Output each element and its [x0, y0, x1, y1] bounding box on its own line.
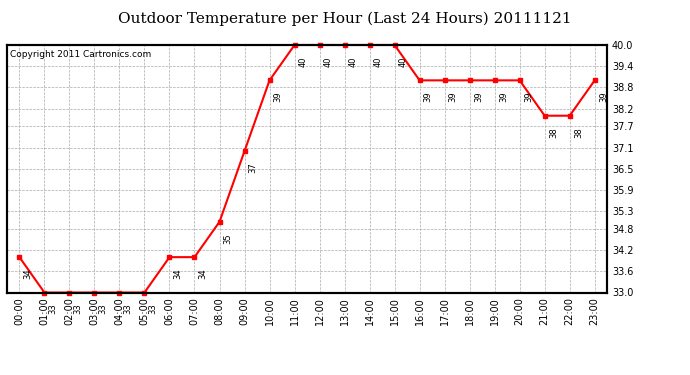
Text: 40: 40 — [324, 56, 333, 67]
Text: 33: 33 — [124, 304, 132, 314]
Text: 39: 39 — [448, 92, 457, 102]
Text: 34: 34 — [174, 268, 183, 279]
Text: 34: 34 — [199, 268, 208, 279]
Text: 38: 38 — [574, 127, 583, 138]
Text: 39: 39 — [274, 92, 283, 102]
Text: 40: 40 — [348, 56, 357, 67]
Text: 39: 39 — [474, 92, 483, 102]
Text: 35: 35 — [224, 233, 233, 243]
Text: 37: 37 — [248, 162, 257, 173]
Text: 40: 40 — [299, 56, 308, 67]
Text: 40: 40 — [399, 56, 408, 67]
Text: 33: 33 — [148, 304, 157, 314]
Text: 39: 39 — [524, 92, 533, 102]
Text: 40: 40 — [374, 56, 383, 67]
Text: 39: 39 — [424, 92, 433, 102]
Text: 33: 33 — [74, 304, 83, 314]
Text: 39: 39 — [599, 92, 608, 102]
Text: 34: 34 — [23, 268, 32, 279]
Text: 33: 33 — [48, 304, 57, 314]
Text: 38: 38 — [549, 127, 558, 138]
Text: Copyright 2011 Cartronics.com: Copyright 2011 Cartronics.com — [10, 50, 151, 59]
Text: Outdoor Temperature per Hour (Last 24 Hours) 20111121: Outdoor Temperature per Hour (Last 24 Ho… — [118, 11, 572, 26]
Text: 39: 39 — [499, 92, 508, 102]
Text: 33: 33 — [99, 304, 108, 314]
